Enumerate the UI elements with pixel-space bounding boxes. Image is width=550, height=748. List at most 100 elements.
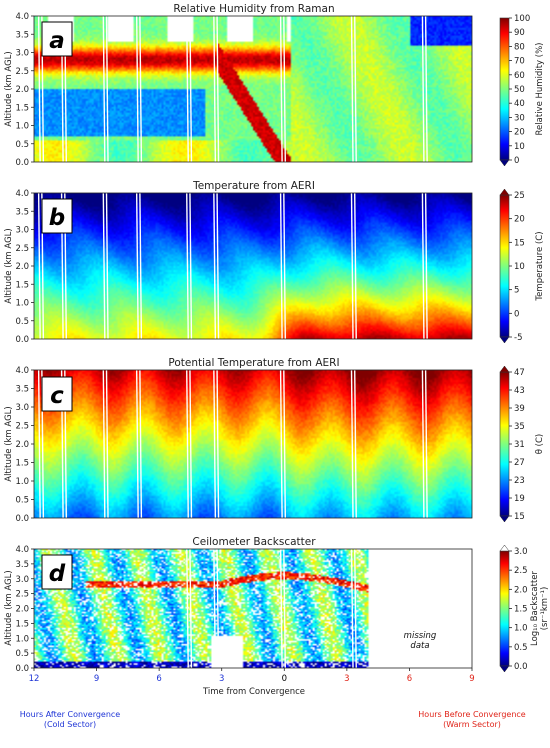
panel-c-letter-box: c xyxy=(41,376,73,412)
colorbar-tick-label: 10 xyxy=(514,142,525,152)
white-line xyxy=(37,192,41,340)
x-tick-label: 9 xyxy=(469,674,474,684)
white-line xyxy=(189,15,193,163)
colorbar-tick-label: 70 xyxy=(514,57,525,67)
colorbar-tick-label: 47 xyxy=(514,368,525,378)
colorbar-tick-label: 23 xyxy=(514,476,525,486)
colorbar-tick-label: 25 xyxy=(514,191,525,201)
colorbar-tick-label: 0.5 xyxy=(514,643,528,653)
white-line xyxy=(186,548,189,669)
white-line xyxy=(105,15,109,163)
colorbar-tick-label: 2.0 xyxy=(514,585,528,595)
white-line xyxy=(354,369,357,519)
white-line xyxy=(37,369,41,519)
y-tick-label: 0.5 xyxy=(15,317,29,327)
white-line xyxy=(350,15,354,163)
y-tick-label: 2.5 xyxy=(15,67,29,77)
y-tick-label: 1.0 xyxy=(15,477,29,487)
panel-c: Potential Temperature from AERI c 0.0 0.5… xyxy=(4,357,545,524)
panel-a-ylabel: Altitude (km AGL) xyxy=(4,51,14,126)
white-line xyxy=(213,369,217,519)
white-line xyxy=(186,15,189,163)
y-tick-label: 4.0 xyxy=(15,545,29,555)
white-line xyxy=(421,192,425,340)
colorbar-tick-label: 0 xyxy=(514,309,519,319)
colorbar-extend-low xyxy=(499,159,510,167)
y-tick-label: 4.0 xyxy=(15,189,29,199)
colorbar-tick-label: 90 xyxy=(514,28,525,38)
white-line xyxy=(189,548,193,669)
footer: Hours After Convergence (Cold Sector) Ho… xyxy=(20,710,526,729)
colorbar-tick-label: 15 xyxy=(514,512,525,522)
colorbar-bar xyxy=(499,194,510,338)
white-line xyxy=(213,192,217,340)
colorbar-bar xyxy=(499,17,510,161)
colorbar-tick-label: 3.0 xyxy=(514,547,528,557)
x-tick-label: 0 xyxy=(282,674,287,684)
y-tick-label: 0.0 xyxy=(15,158,29,168)
colorbar-extend-low xyxy=(499,336,510,344)
colorbar-tick-label: 20 xyxy=(514,128,525,138)
white-line xyxy=(350,548,354,669)
missing-data-line: missing xyxy=(404,631,437,641)
footer-left-line1: Hours After Convergence xyxy=(20,710,121,719)
y-tick-label: 0.0 xyxy=(15,514,29,524)
white-line xyxy=(350,369,354,519)
y-tick-label: 3.5 xyxy=(15,560,29,570)
colorbar-tick-label: 43 xyxy=(514,386,525,396)
white-line xyxy=(424,369,428,519)
y-tick-label: 1.5 xyxy=(15,280,29,290)
colorbar-tick-label: 5 xyxy=(514,286,519,296)
panel-d: Ceilometer Backscatter d missing data 0.0… xyxy=(4,536,550,674)
panel-c-white-lines xyxy=(37,369,428,519)
y-tick-label: 0.0 xyxy=(15,664,29,674)
white-line xyxy=(350,192,354,340)
y-tick-label: 3.0 xyxy=(15,49,29,59)
white-line xyxy=(135,369,139,519)
panel-b-y-ticks: 0.0 0.5 1.0 1.5 2.0 2.5 3.0 3.5 4.0 xyxy=(15,189,34,345)
white-line xyxy=(139,15,143,163)
white-line xyxy=(102,369,106,519)
y-tick-label: 2.0 xyxy=(15,605,29,615)
colorbar-tick-label: 20 xyxy=(514,215,525,225)
x-tick-label: 3 xyxy=(219,674,224,684)
panel-d-heatmap xyxy=(34,549,472,668)
x-tick-label: 9 xyxy=(94,674,99,684)
colorbar-tick-label: 1.0 xyxy=(514,624,528,634)
white-line xyxy=(189,192,193,340)
x-tick-label: 6 xyxy=(407,674,412,684)
panel-c-heatmap xyxy=(34,370,472,518)
y-tick-label: 2.5 xyxy=(15,590,29,600)
colorbar-extend-high xyxy=(499,365,510,373)
colorbar-tick-label: 80 xyxy=(514,42,525,52)
y-tick-label: 0.5 xyxy=(15,496,29,506)
white-line xyxy=(139,369,143,519)
colorbar-tick-label: 50 xyxy=(514,85,525,95)
colorbar-tick-label: 100 xyxy=(514,14,530,24)
white-line xyxy=(424,15,428,163)
panel-b-letter-box: b xyxy=(41,198,73,234)
panel-d-letter-box: d xyxy=(41,554,73,590)
y-tick-label: 3.5 xyxy=(15,385,29,395)
white-line xyxy=(283,15,286,163)
colorbar-extend-high xyxy=(499,188,510,196)
panel-a-title: Relative Humidity from Raman xyxy=(173,3,334,15)
white-line xyxy=(135,15,139,163)
colorbar-tick-label: 10 xyxy=(514,262,525,272)
white-line xyxy=(139,192,143,340)
colorbar-extend-high xyxy=(499,544,510,552)
x-tick-label: 12 xyxy=(29,674,40,684)
colorbar-tick-label: 2.5 xyxy=(514,566,528,576)
panel-d-y-ticks: 0.0 0.5 1.0 1.5 2.0 2.5 3.0 3.5 4.0 xyxy=(15,545,34,674)
footer-right-line1: Hours Before Convergence xyxy=(418,710,526,719)
colorbar-tick-label: -5 xyxy=(514,333,522,343)
panel-c-ylabel: Altitude (km AGL) xyxy=(4,406,14,481)
panel-d-colorbar: 0.0 0.5 1.0 1.5 2.0 2.5 3.0 Log₁₀ Backscatter (s… xyxy=(499,544,550,673)
colorbar-tick-label: 39 xyxy=(514,404,525,414)
panel-b-ylabel: Altitude (km AGL) xyxy=(4,228,14,303)
white-line xyxy=(105,369,109,519)
white-line xyxy=(37,15,41,163)
y-tick-label: 3.5 xyxy=(15,207,29,217)
colorbar-tick-label: 0 xyxy=(514,156,519,166)
panel-c-colorbar: 15 19 23 27 31 35 39 43 47 θ (C) xyxy=(499,365,545,523)
